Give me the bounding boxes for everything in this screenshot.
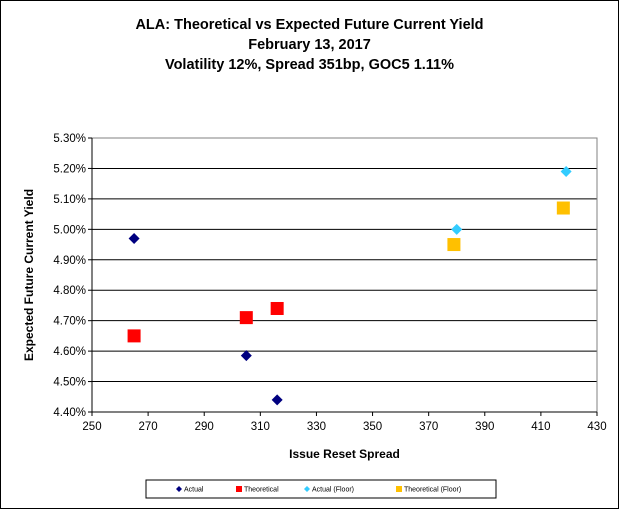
- y-tick-label: 4.90%: [53, 255, 86, 267]
- y-tick-label: 5.30%: [53, 133, 86, 145]
- legend-label-actual-floor: Actual (Floor): [312, 487, 354, 494]
- y-tick-label: 5.10%: [53, 194, 86, 206]
- legend-marker-theoretical-floor: [396, 486, 402, 492]
- x-tick-label: 250: [82, 421, 101, 433]
- y-tick-label: 5.20%: [53, 163, 86, 175]
- x-tick-label: 310: [251, 421, 270, 433]
- chart-subtitle-date: February 13, 2017: [248, 37, 371, 53]
- y-tick-label: 4.80%: [53, 285, 86, 297]
- legend-marker-actual-floor: [304, 486, 310, 492]
- data-point-theoretical: [270, 301, 284, 315]
- y-axis-title: Expected Future Current Yield: [22, 189, 36, 361]
- x-tick-label: 410: [531, 421, 550, 433]
- y-tick-label: 4.50%: [53, 377, 86, 389]
- plot-border: [91, 137, 598, 413]
- data-point-actual: [271, 394, 283, 406]
- x-tick-label: 350: [363, 421, 382, 433]
- x-tick-label: 270: [139, 421, 158, 433]
- x-tick-label: 390: [475, 421, 494, 433]
- chart-subtitle-params: Volatility 12%, Spread 351bp, GOC5 1.11%: [164, 57, 455, 73]
- data-point-actual-floor: [451, 223, 463, 235]
- data-point-theoretical: [127, 329, 141, 343]
- data-point-actual-floor: [560, 165, 572, 177]
- data-point-theoretical: [239, 311, 253, 325]
- y-tick-label: 4.70%: [53, 316, 86, 328]
- legend-marker-theoretical: [236, 486, 242, 492]
- x-axis-title: Issue Reset Spread: [289, 447, 400, 461]
- data-point-theoretical-floor: [556, 201, 570, 215]
- y-tick-label: 4.40%: [53, 407, 86, 419]
- data-point-actual: [240, 350, 252, 362]
- legend-marker-actual: [176, 486, 182, 492]
- y-tick-label: 4.60%: [53, 346, 86, 358]
- x-tick-label: 330: [307, 421, 326, 433]
- data-point-theoretical-floor: [447, 238, 461, 252]
- legend-label-theoretical: Theoretical: [244, 487, 279, 494]
- y-tick-label: 5.00%: [53, 224, 86, 236]
- x-tick-label: 370: [419, 421, 438, 433]
- chart-title: ALA: Theoretical vs Expected Future Curr…: [135, 17, 484, 33]
- data-point-actual: [128, 232, 140, 244]
- x-tick-label: 290: [195, 421, 214, 433]
- x-tick-label: 430: [587, 421, 606, 433]
- legend-label-theoretical-floor: Theoretical (Floor): [404, 487, 461, 494]
- legend-box: [145, 479, 497, 499]
- legend-label-actual: Actual: [184, 487, 204, 494]
